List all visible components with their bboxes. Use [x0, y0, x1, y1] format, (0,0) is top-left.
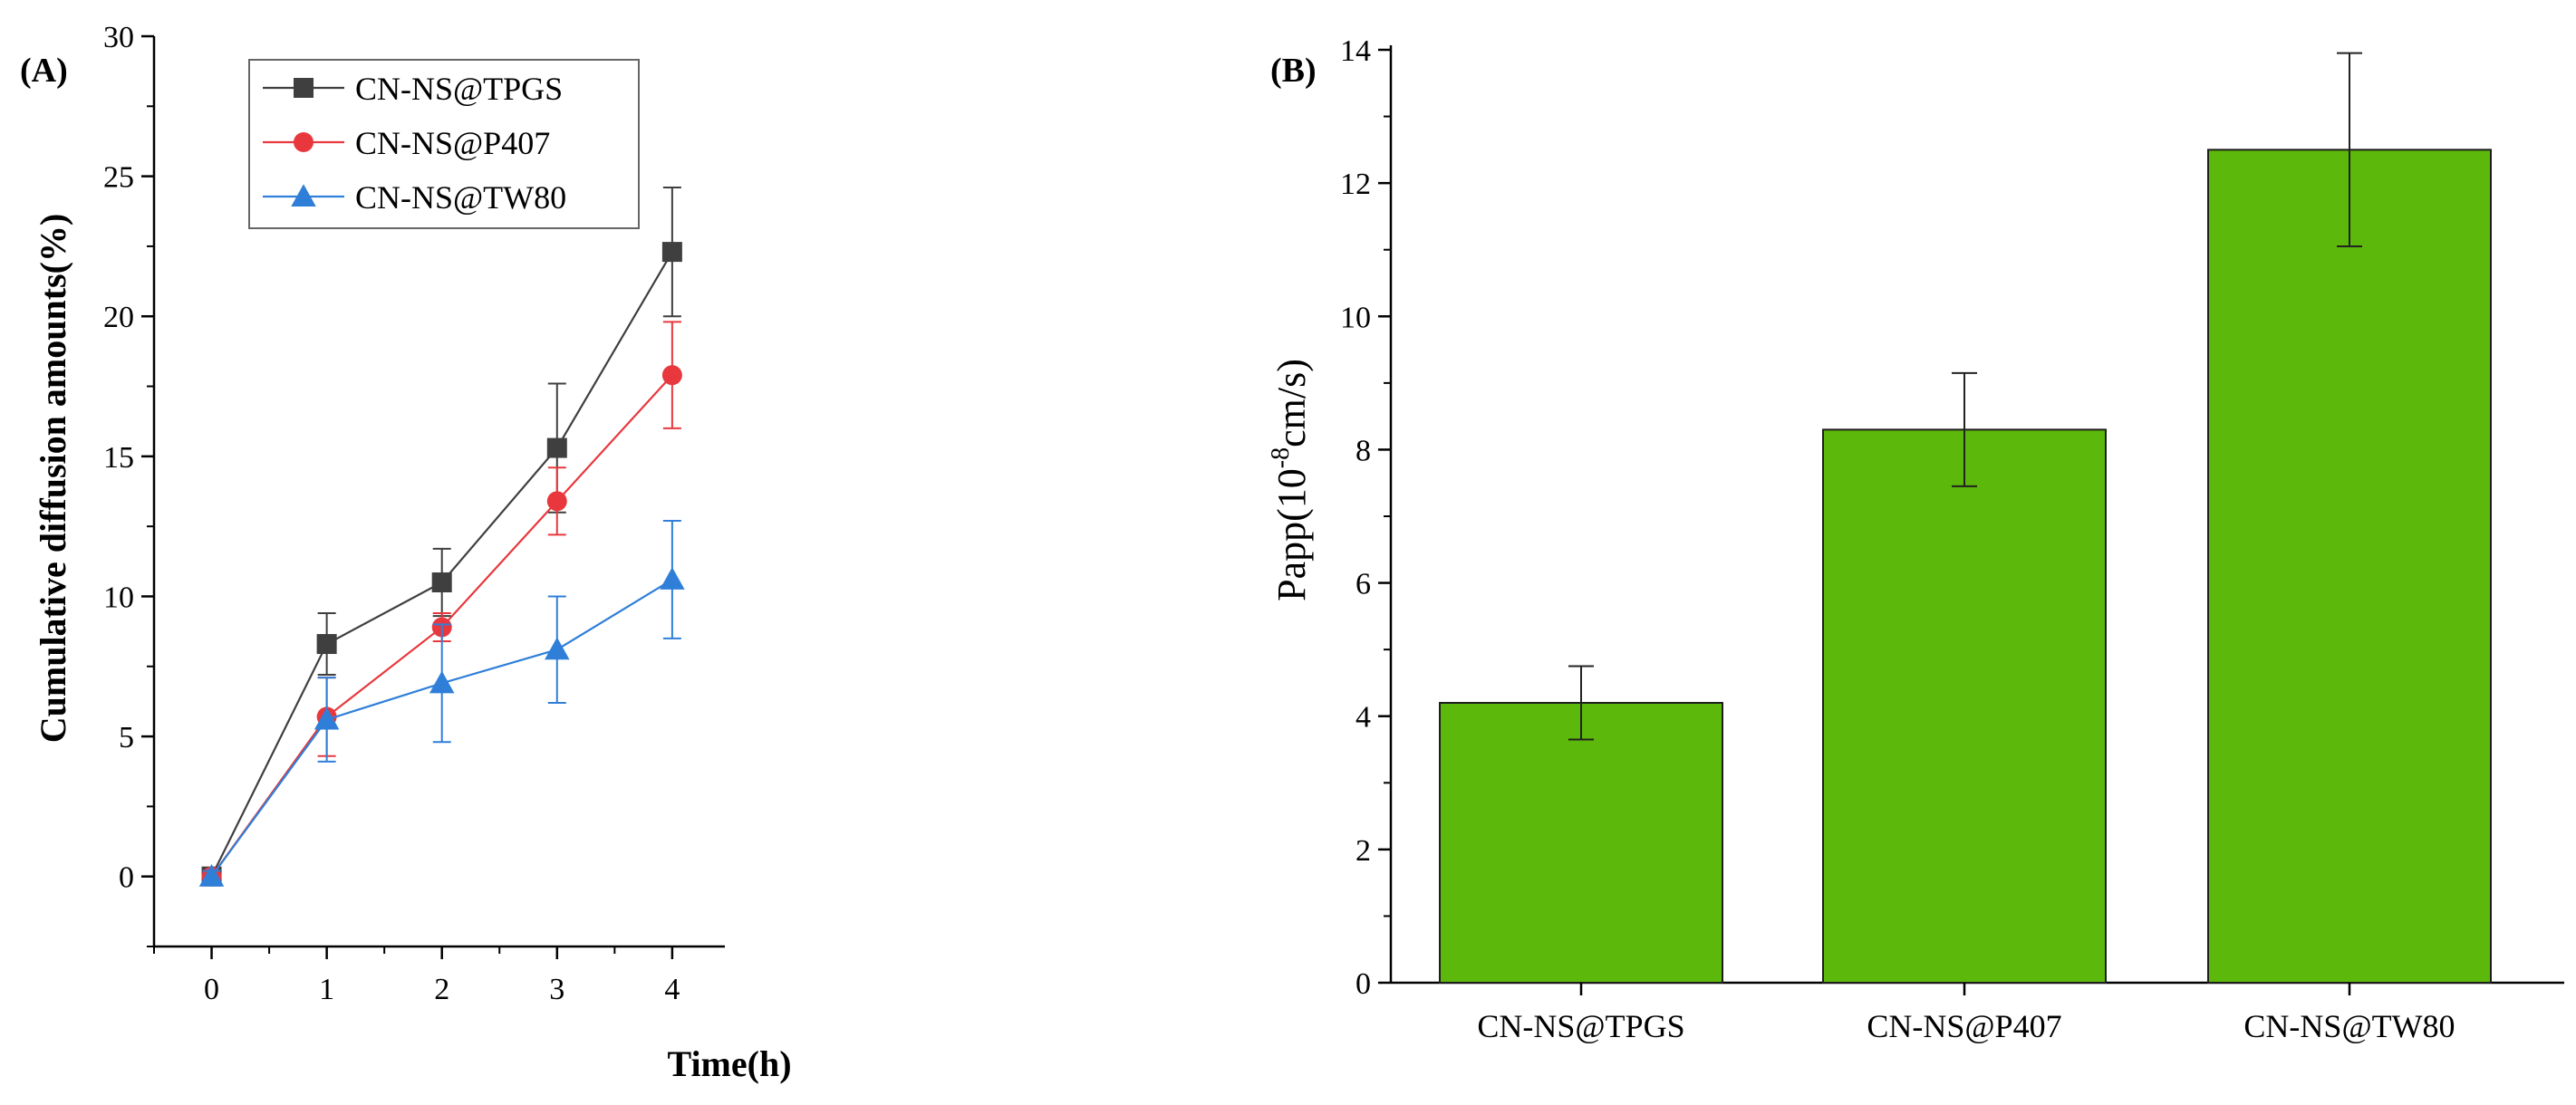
panel-b-bars [1439, 52, 2492, 985]
panel-b-y-axis-label: Papp(10-8cm/s) [1267, 359, 1314, 601]
panel-a-x-tick-label: 3 [549, 973, 564, 1006]
panel-b-x-tick-label: CN-NS@P407 [1867, 1008, 2061, 1044]
panel-a-y-tick-label: 30 [103, 21, 134, 54]
panel-a-y-tick-label: 5 [119, 721, 134, 754]
panel-a-data-point [661, 242, 682, 263]
panel-a-legend-marker [294, 78, 314, 98]
panel-a-x-tick-label: 0 [204, 973, 219, 1006]
panel-a-y-tick-label: 20 [103, 301, 134, 334]
panel-a-data-point [546, 437, 567, 458]
panel-b-x-tick-label: CN-NS@TPGS [1477, 1008, 1684, 1044]
panel-a-data-point [429, 670, 455, 694]
panel-a-line-chart: (A) 0 5 10 15 20 25 30 0 1 2 3 4 Time(h) Cumulative… [20, 21, 792, 1084]
panel-b-bar-chart: (B) 0 2 4 6 8 10 12 14 CN-NS@TPGS CN-NS@P407 CN-NS… [1267, 34, 2564, 1044]
panel-b-y-tick-label: 6 [1356, 568, 1371, 601]
panel-b-y-tick-label: 4 [1356, 701, 1371, 735]
panel-b-bar [2207, 149, 2492, 985]
panel-a-x-axis-label: Time(h) [667, 1043, 791, 1084]
panel-a-data-point [314, 706, 340, 730]
panel-b-y-tick-label: 12 [1340, 168, 1371, 201]
panel-a-x-tick-label: 4 [664, 973, 680, 1006]
panel-a-y-tick-label: 0 [119, 861, 134, 895]
panel-a-data-point [661, 365, 682, 386]
panel-a-data-point [198, 863, 225, 887]
panel-a-x-tick-label: 1 [319, 973, 334, 1006]
panel-a-data-point [545, 637, 570, 660]
panel-b-y-axis-label-sup: -8 [1267, 447, 1295, 468]
panel-b-y-axis-label-tail: cm/s) [1269, 359, 1314, 447]
panel-b-bar [1822, 428, 2107, 985]
panel-b-label: (B) [1270, 52, 1317, 90]
panel-a-legend-label: CN-NS@TW80 [355, 179, 566, 216]
panel-a-y-tick-label: 15 [103, 441, 134, 475]
panel-a-legend: CN-NS@TPGS CN-NS@P407 CN-NS@TW80 [248, 59, 640, 229]
panel-a-legend-label: CN-NS@TPGS [355, 71, 563, 107]
panel-a-data-point [316, 634, 337, 655]
panel-b-y-tick-label: 14 [1340, 34, 1371, 68]
panel-a-legend-box [248, 59, 640, 229]
panel-a-data-point [660, 567, 685, 590]
panel-a-y-axis-label: Cumulative diffusion amounts(%) [33, 214, 73, 744]
panel-a-data-point [431, 572, 452, 592]
panel-a-axes [152, 36, 725, 948]
panel-a-series-2 [198, 519, 685, 887]
panel-b-y-tick-label: 8 [1356, 434, 1371, 467]
panel-b-x-tick-label: CN-NS@TW80 [2243, 1008, 2455, 1044]
panel-b-y-tick-label: 10 [1340, 301, 1371, 334]
panel-a-legend-label: CN-NS@P407 [355, 125, 550, 161]
panel-a-y-tick-label: 10 [103, 581, 134, 614]
panel-a-y-tick-label: 25 [103, 161, 134, 195]
panel-a-ticks: 0 5 10 15 20 25 30 0 1 2 3 4 [103, 21, 680, 1006]
panel-b-ticks: 0 2 4 6 8 10 12 14 CN-NS@TPGS CN-NS@P407 CN-NS@TW8… [1340, 34, 2455, 1044]
panel-b-y-tick-label: 0 [1356, 967, 1371, 1001]
panel-a-legend-marker [291, 184, 316, 207]
panel-b-bar [1439, 702, 1723, 984]
panel-b-y-tick-label: 2 [1356, 834, 1371, 868]
panel-a-x-tick-label: 2 [434, 973, 449, 1006]
panel-a-label: (A) [20, 52, 68, 90]
panel-a-series [198, 186, 685, 887]
panel-a-data-point [546, 491, 567, 512]
panel-a-series-0 [201, 186, 682, 887]
panel-a-legend-marker [294, 132, 314, 152]
panel-b-y-axis-label-main: Papp(10 [1269, 468, 1314, 601]
